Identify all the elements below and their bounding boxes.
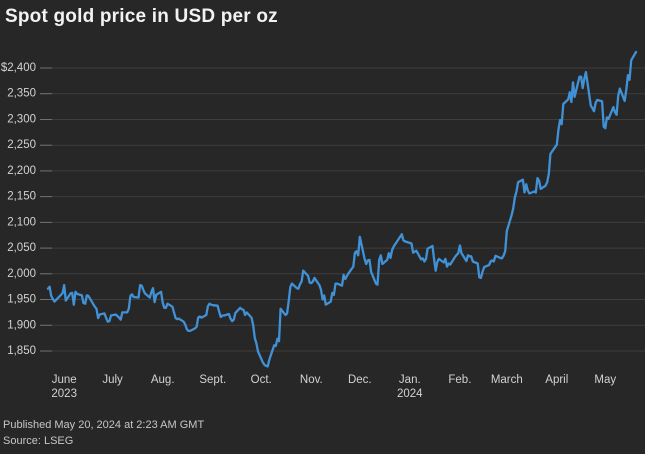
x-tick-label: Dec. bbox=[348, 374, 372, 386]
x-tick-label: April bbox=[545, 374, 568, 386]
x-tick-label: May bbox=[594, 374, 616, 386]
x-tick-label: Jan. bbox=[399, 374, 421, 386]
y-tick-label: 2,050 bbox=[7, 242, 36, 254]
y-tick-label: 2,300 bbox=[7, 114, 36, 126]
x-tick-year-label: 2023 bbox=[51, 388, 77, 400]
gold-price-chart: $2,400 2,350 2,300 2,250 2,200 2,150 2,100 2,05… bbox=[1, 50, 645, 400]
y-tick-label: $2,400 bbox=[1, 62, 36, 74]
x-tick-label: March bbox=[491, 374, 523, 386]
x-tick-label: July bbox=[102, 374, 123, 386]
y-tick-label: 2,100 bbox=[7, 216, 36, 228]
x-tick-label: Aug. bbox=[151, 374, 175, 386]
x-tick-year-label: 2024 bbox=[397, 388, 423, 400]
x-tick-label: June bbox=[52, 374, 77, 386]
source-credit: Source: LSEG bbox=[3, 435, 74, 447]
y-tick-label: 2,000 bbox=[7, 268, 36, 280]
published-timestamp: Published May 20, 2024 at 2:23 AM GMT bbox=[3, 419, 205, 431]
y-tick-label: 1,950 bbox=[7, 294, 36, 306]
y-tick-label: 2,250 bbox=[7, 139, 36, 151]
y-tick-label: 1,900 bbox=[7, 319, 36, 331]
y-tick-label: 2,150 bbox=[7, 191, 36, 203]
chart-footer: Published May 20, 2024 at 2:23 AM GMT So… bbox=[3, 417, 204, 449]
x-tick-label: Nov. bbox=[300, 374, 323, 386]
y-tick-label: 2,350 bbox=[7, 88, 36, 100]
x-tick-label: Feb. bbox=[448, 374, 471, 386]
y-tick-label: 1,850 bbox=[7, 345, 36, 357]
x-tick-label: Sept. bbox=[199, 374, 226, 386]
chart-title: Spot gold price in USD per oz bbox=[5, 6, 278, 27]
x-tick-label: Oct. bbox=[251, 374, 272, 386]
price-line bbox=[46, 50, 638, 368]
y-tick-label: 2,200 bbox=[7, 165, 36, 177]
